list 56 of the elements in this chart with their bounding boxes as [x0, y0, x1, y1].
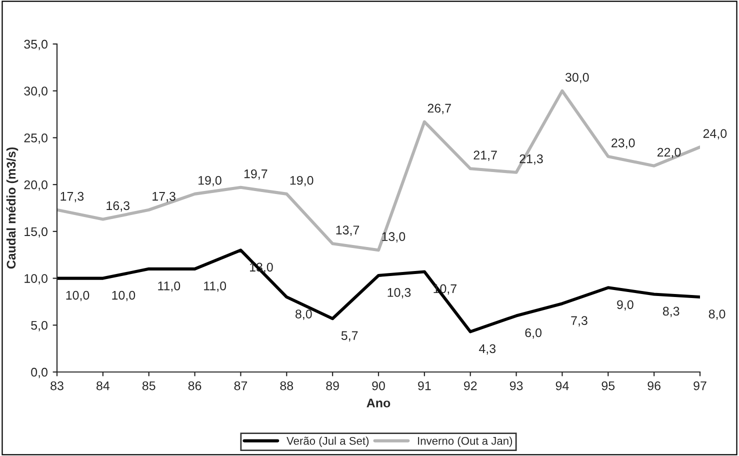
- data-label: 9,0: [617, 300, 634, 311]
- data-label: 13,0: [382, 232, 406, 243]
- x-axis-title: Ano: [366, 398, 390, 408]
- y-axis-title: Caudal médio (m3/s): [6, 147, 18, 269]
- y-tick-label: 15,0: [24, 227, 48, 238]
- line-series: [57, 89, 700, 252]
- data-label: 10,0: [112, 290, 136, 302]
- x-tick-label: 90: [372, 381, 385, 390]
- data-label: 22,0: [657, 148, 681, 158]
- x-tick-label: 84: [96, 381, 110, 390]
- y-tick-label: 20,0: [24, 180, 48, 191]
- data-label: 26,7: [428, 104, 451, 114]
- data-label: 5,7: [341, 331, 358, 342]
- data-label: 19,0: [290, 176, 314, 186]
- data-label: 8,0: [708, 310, 726, 320]
- y-tick-label: 10,0: [24, 274, 48, 284]
- x-tick-label: 95: [602, 381, 615, 390]
- x-tick-label: 94: [556, 381, 569, 390]
- data-label: 8,3: [662, 306, 680, 318]
- data-label: 24,0: [703, 129, 727, 140]
- y-tick-label: 30,0: [24, 86, 48, 97]
- data-label: 30,0: [565, 72, 589, 84]
- legend-label: Verão (Jul a Set): [286, 436, 369, 447]
- x-tick-label: 88: [280, 381, 294, 390]
- x-tick-label: 93: [510, 381, 523, 390]
- x-tick-label: 85: [142, 381, 156, 390]
- data-label: 21,3: [520, 154, 543, 165]
- x-tick-label: 87: [234, 381, 248, 390]
- data-label: 19,7: [244, 169, 268, 180]
- data-label: 8,0: [296, 310, 312, 320]
- data-label: 6,0: [525, 328, 542, 339]
- y-tick-label: 5,0: [31, 320, 48, 332]
- data-label: 16,3: [106, 201, 130, 212]
- x-tick-label: 91: [418, 381, 431, 390]
- data-label: 19,0: [198, 176, 222, 186]
- data-label: 17,3: [152, 192, 176, 202]
- data-label: 21,7: [474, 150, 497, 161]
- legend-label: Inverno (Out a Jan): [418, 436, 512, 447]
- data-label: 23,0: [612, 138, 635, 149]
- data-label: 13,7: [336, 226, 360, 236]
- x-tick-label: 96: [648, 381, 660, 390]
- y-tick-label: 35,0: [24, 40, 48, 50]
- data-label: 4,3: [478, 344, 496, 355]
- data-label: 7,3: [571, 316, 588, 326]
- data-label: 11,0: [158, 281, 180, 292]
- x-tick-label: 97: [694, 381, 706, 390]
- data-label: 11,0: [204, 281, 226, 292]
- data-label: 10,3: [388, 288, 411, 298]
- y-tick-label: 0,0: [31, 368, 48, 378]
- data-label: 17,3: [60, 192, 84, 202]
- data-label: 10,0: [66, 290, 90, 302]
- x-tick-label: 92: [464, 381, 477, 390]
- y-tick-label: 25,0: [24, 134, 48, 144]
- x-tick-label: 83: [50, 381, 64, 390]
- x-tick-label: 89: [326, 381, 339, 390]
- x-tick-label: 86: [188, 381, 202, 390]
